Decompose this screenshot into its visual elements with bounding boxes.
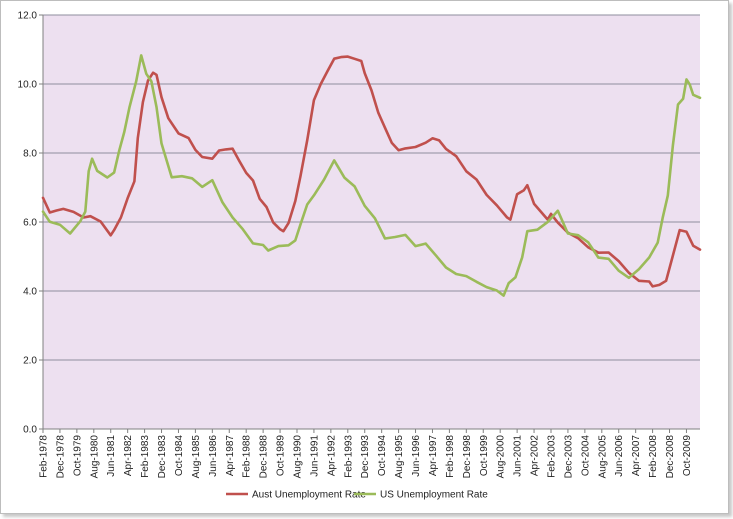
x-tick-label: Feb-1978: [39, 435, 50, 478]
x-tick-label: Jun-2006: [614, 435, 625, 477]
series-line-us: [41, 54, 702, 297]
x-tick-label: Oct-1994: [377, 435, 388, 477]
x-tick-label: Jun-1981: [106, 435, 117, 477]
x-tick-label: Oct-1999: [479, 435, 490, 477]
x-tick-label: Feb-1998: [445, 435, 456, 478]
x-tick-label: Oct-1989: [276, 435, 287, 477]
x-tick-label: Dec-1988: [259, 435, 270, 479]
y-axis: 0.0 2.0 4.0 6.0 8.0 10.0 12.0: [18, 11, 44, 436]
x-tick-label: Feb-2003: [546, 435, 557, 478]
x-tick-label: Apr-2007: [631, 435, 642, 477]
x-tick-label: Dec-1983: [157, 435, 168, 479]
legend-label: Aust Unemployment Rate: [252, 490, 366, 501]
x-tick-label: Aug-2000: [496, 435, 507, 479]
x-tick-label: Dec-2008: [665, 435, 676, 479]
y-tick-label: 8.0: [23, 149, 37, 160]
x-tick-label: Dec-1993: [360, 435, 371, 479]
x-tick-label: Dec-2003: [563, 435, 574, 479]
y-tick-label: 10.0: [18, 80, 38, 91]
x-tick-label: Feb-2008: [648, 435, 659, 478]
x-tick-label: Jun-1996: [411, 435, 422, 477]
legend-label: US Unemployment Rate: [380, 490, 488, 501]
x-tick-label: Apr-1997: [428, 435, 439, 477]
x-tick-label: Feb-1993: [343, 435, 354, 478]
x-tick-label: Aug-1980: [89, 435, 100, 479]
x-tick-label: Aug-2005: [597, 435, 608, 479]
x-tick-label: Dec-1998: [462, 435, 473, 479]
x-tick-label: Aug-1995: [394, 435, 405, 479]
x-axis: Feb-1978 Dec-1978 Oct-1979 Aug-1980 Jun-1981…: [39, 428, 700, 479]
y-tick-label: 12.0: [18, 11, 38, 22]
x-tick-label: Aug-1985: [191, 435, 202, 479]
x-tick-label: Feb-1988: [242, 435, 253, 478]
y-tick-label: 0.0: [23, 425, 37, 436]
x-tick-label: Feb-1983: [140, 435, 151, 478]
x-tick-label: Apr-1987: [225, 435, 236, 477]
x-tick-label: Jun-1991: [309, 435, 320, 477]
x-tick-label: Apr-2002: [530, 435, 541, 477]
x-tick-label: Aug-1990: [292, 435, 303, 479]
x-tick-label: Oct-1984: [174, 435, 185, 477]
y-tick-label: 4.0: [23, 287, 37, 298]
legend: Aust Unemployment Rate US Unemployment Ra…: [226, 490, 488, 501]
x-tick-label: Jun-1986: [208, 435, 219, 477]
y-tick-label: 2.0: [23, 356, 37, 367]
x-tick-label: Oct-1979: [72, 435, 83, 477]
x-tick-label: Apr-1992: [326, 435, 337, 477]
x-tick-label: Dec-1978: [55, 435, 66, 479]
series-layer: [41, 54, 702, 297]
x-tick-label: Oct-2004: [580, 435, 591, 477]
x-tick-label: Jun-2001: [513, 435, 524, 477]
y-tick-label: 6.0: [23, 218, 37, 229]
x-tick-label: Oct-2009: [682, 435, 693, 477]
x-tick-label: Apr-1982: [123, 435, 134, 477]
